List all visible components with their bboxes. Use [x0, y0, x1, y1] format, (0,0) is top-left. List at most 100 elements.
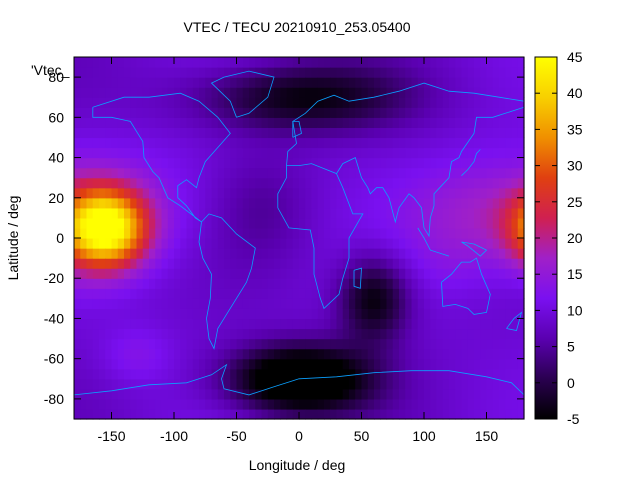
heatmap-cell	[280, 197, 288, 209]
heatmap-cell	[111, 328, 119, 340]
heatmap-cell	[199, 338, 206, 350]
heatmap-cell	[186, 328, 194, 340]
heatmap-cell	[367, 278, 375, 289]
heatmap-cell	[349, 348, 356, 360]
heatmap-cell	[367, 398, 375, 410]
heatmap-cell	[155, 398, 163, 410]
heatmap-cell	[86, 217, 94, 229]
heatmap-cell	[242, 358, 250, 370]
heatmap-cell	[311, 57, 319, 68]
heatmap-cell	[224, 227, 231, 239]
heatmap-cell	[499, 368, 506, 380]
heatmap-cell	[205, 378, 213, 390]
heatmap-cell	[186, 227, 194, 239]
heatmap-cell	[249, 378, 256, 390]
heatmap-cell	[461, 187, 469, 199]
heatmap-cell	[330, 197, 338, 209]
heatmap-cell	[149, 217, 156, 229]
heatmap-cell	[255, 398, 263, 410]
heatmap-cell	[480, 388, 488, 400]
heatmap-cell	[336, 268, 344, 279]
heatmap-cell	[136, 187, 144, 199]
heatmap-cell	[492, 288, 500, 299]
heatmap-cell	[255, 127, 263, 139]
heatmap-cell	[236, 67, 244, 78]
heatmap-cell	[317, 318, 325, 330]
heatmap-cell	[480, 288, 488, 299]
heatmap-cell	[80, 368, 88, 380]
heatmap-cell	[274, 107, 281, 118]
heatmap-cell	[305, 388, 313, 400]
heatmap-cell	[186, 167, 194, 179]
heatmap-cell	[505, 248, 513, 259]
heatmap-cell	[336, 227, 344, 239]
heatmap-cell	[392, 77, 400, 88]
heatmap-cell	[342, 288, 350, 299]
heatmap-cell	[380, 137, 388, 149]
heatmap-cell	[299, 77, 306, 88]
heatmap-cell	[424, 368, 431, 380]
heatmap-cell	[399, 107, 406, 118]
heatmap-cell	[211, 197, 219, 209]
heatmap-cell	[374, 258, 381, 269]
heatmap-cell	[211, 288, 219, 299]
heatmap-cell	[505, 147, 513, 159]
coastlines	[73, 70, 525, 396]
heatmap-cell	[424, 57, 431, 68]
x-tick-label: 0	[295, 428, 303, 444]
heatmap-cell	[74, 177, 81, 189]
heatmap-cell	[405, 207, 413, 219]
heatmap-cell	[192, 167, 200, 179]
heatmap-cell	[124, 137, 131, 149]
heatmap-cell	[86, 328, 94, 340]
heatmap-cell	[499, 77, 506, 88]
heatmap-cell	[117, 338, 125, 350]
heatmap-cell	[149, 117, 156, 128]
heatmap-cell	[361, 258, 369, 269]
heatmap-cell	[317, 107, 325, 118]
heatmap-cell	[74, 358, 81, 370]
heatmap-cell	[311, 248, 319, 259]
heatmap-cell	[80, 358, 88, 370]
heatmap-cell	[455, 258, 463, 269]
heatmap-cell	[161, 408, 169, 420]
heatmap-cell	[417, 288, 425, 299]
heatmap-cell	[305, 398, 313, 410]
heatmap-cell	[99, 398, 106, 410]
heatmap-cell	[161, 87, 169, 98]
heatmap-cell	[417, 177, 425, 189]
heatmap-cell	[299, 67, 306, 78]
heatmap-cell	[224, 67, 231, 78]
heatmap-cell	[386, 197, 394, 209]
heatmap-cell	[474, 107, 481, 118]
heatmap-cell	[330, 378, 338, 390]
heatmap-cell	[436, 67, 444, 78]
heatmap-cell	[142, 67, 150, 78]
heatmap-cell	[486, 87, 494, 98]
heatmap-cell	[436, 77, 444, 88]
heatmap-cell	[311, 87, 319, 98]
heatmap-cell	[449, 167, 456, 179]
heatmap-cell	[349, 57, 356, 68]
heatmap-cell	[511, 147, 519, 159]
heatmap-cell	[142, 157, 150, 169]
coastline	[461, 149, 481, 176]
heatmap-cell	[311, 167, 319, 179]
heatmap-cell	[80, 147, 88, 159]
heatmap-cell	[324, 87, 331, 98]
heatmap-cell	[292, 338, 300, 350]
heatmap-cell	[199, 398, 206, 410]
heatmap-cell	[267, 328, 275, 340]
heatmap-cell	[267, 217, 275, 229]
heatmap-cell	[467, 137, 475, 149]
heatmap-cell	[86, 368, 94, 380]
heatmap-cell	[280, 67, 288, 78]
heatmap-cell	[186, 87, 194, 98]
heatmap-cell	[130, 378, 138, 390]
heatmap-cell	[330, 248, 338, 259]
heatmap-cell	[167, 238, 175, 249]
heatmap-cell	[205, 358, 213, 370]
heatmap-cell	[405, 67, 413, 78]
heatmap-cell	[386, 107, 394, 118]
heatmap-cell	[80, 67, 88, 78]
